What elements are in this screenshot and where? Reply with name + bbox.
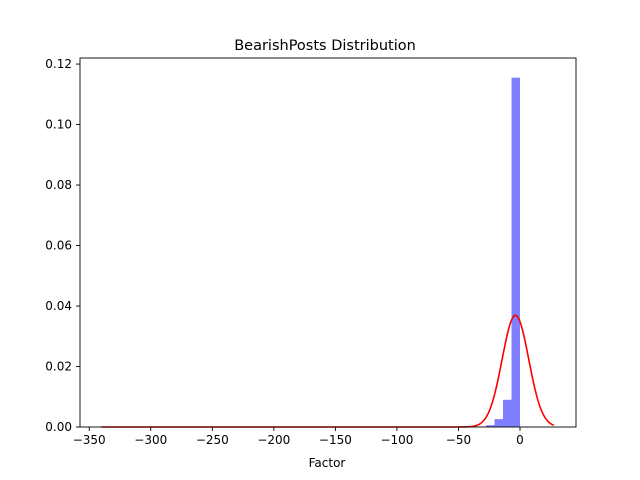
y-tick-label-4: 0.08 [45, 178, 72, 192]
y-tick-label-1: 0.02 [45, 360, 72, 374]
histogram-bar-4 [511, 77, 520, 427]
chart-title: BearishPosts Distribution [234, 38, 416, 54]
y-tick-label-2: 0.04 [45, 299, 72, 313]
x-tick-label-2: −250 [196, 433, 229, 447]
x-tick-label-7: 0 [516, 433, 524, 447]
x-tick-label-3: −200 [257, 433, 290, 447]
x-tick-label-5: −100 [380, 433, 413, 447]
x-axis-ticks: −350 −300 −250 −200 −150 −100 −50 0 [73, 427, 524, 447]
plot-frame [79, 57, 577, 428]
x-tick-label-0: −350 [73, 433, 106, 447]
x-tick-label-1: −300 [134, 433, 167, 447]
y-tick-label-5: 0.10 [45, 118, 72, 132]
x-tick-label-6: −50 [446, 433, 471, 447]
density-curve [101, 314, 555, 428]
x-axis-label: Factor [309, 456, 346, 470]
y-axis-ticks: 0.00 0.02 0.04 0.06 0.08 0.10 0.12 [45, 57, 80, 434]
y-tick-label-0: 0.00 [45, 420, 72, 434]
histogram-bar-1 [486, 425, 495, 427]
histogram-bar-3 [503, 399, 512, 427]
y-tick-label-6: 0.12 [45, 57, 72, 71]
y-tick-label-3: 0.06 [45, 239, 72, 253]
x-tick-label-4: −150 [319, 433, 352, 447]
histogram-bar-2 [494, 419, 504, 427]
